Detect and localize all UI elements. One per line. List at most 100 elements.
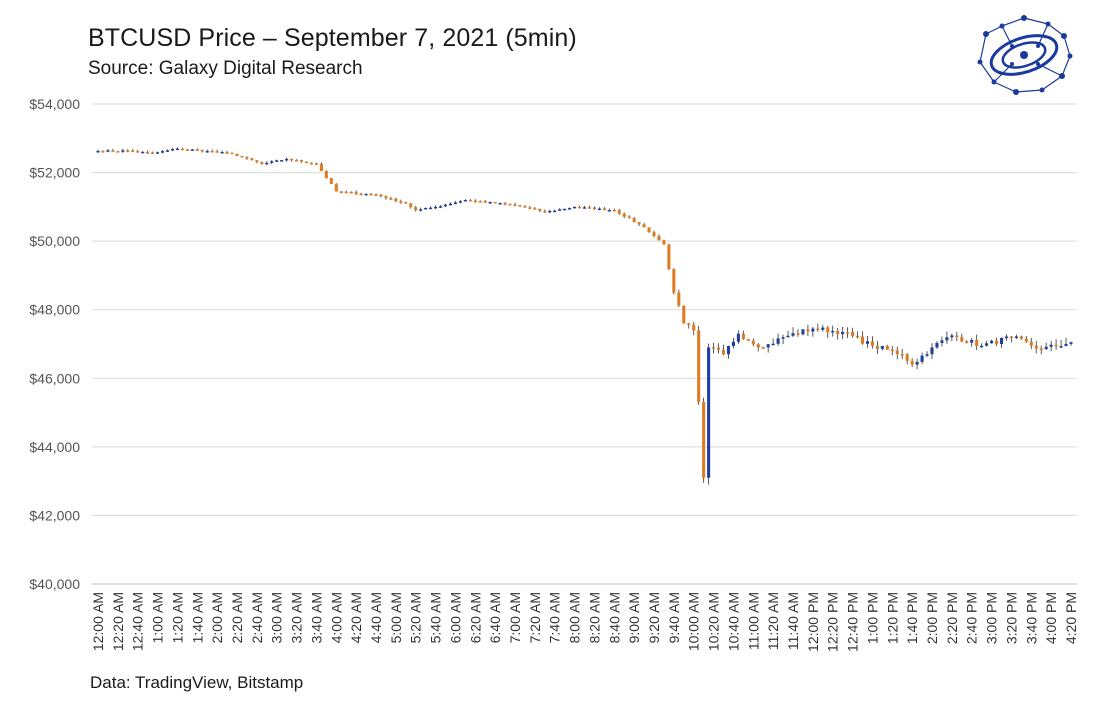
- candle-body: [751, 340, 755, 345]
- candle-body: [985, 343, 989, 346]
- candle-body: [875, 345, 879, 349]
- candle-body: [836, 330, 840, 335]
- candle-body: [925, 354, 929, 356]
- candle-body: [235, 153, 239, 157]
- candle-body: [438, 206, 443, 208]
- candle-body: [215, 151, 219, 153]
- candle-body: [885, 346, 889, 350]
- x-tick-label: 4:00 AM: [328, 592, 344, 643]
- y-tick-label: $42,000: [29, 507, 80, 523]
- x-tick-label: 2:40 AM: [249, 592, 265, 643]
- chart-title: BTCUSD Price – September 7, 2021 (5min): [88, 24, 577, 52]
- candle-body: [379, 194, 383, 197]
- x-tick-label: 11:40 AM: [785, 592, 801, 650]
- x-tick-label: 1:40 AM: [189, 592, 205, 643]
- candle-body: [667, 244, 671, 270]
- candle-body: [617, 210, 621, 214]
- candle-body: [458, 201, 462, 203]
- x-tick-label: 12:00 AM: [90, 592, 106, 651]
- x-tick-label: 7:00 AM: [507, 592, 523, 643]
- candle-body: [1069, 342, 1073, 344]
- candle-body: [429, 207, 433, 210]
- candle-body: [339, 191, 343, 193]
- candle-body: [647, 227, 651, 233]
- y-axis: $40,000 $42,000 $44,000 $46,000 $48,000 $50,0…: [29, 96, 80, 592]
- candle-body: [796, 333, 800, 335]
- candle-body: [607, 210, 611, 212]
- candle-body: [990, 340, 994, 344]
- candle-body: [612, 210, 616, 212]
- candle-body: [160, 151, 165, 153]
- candle-body: [96, 150, 100, 153]
- candle-body: [1019, 336, 1023, 339]
- candle-body: [299, 160, 304, 162]
- x-tick-label: 7:40 AM: [547, 592, 563, 643]
- x-tick-label: 6:40 AM: [487, 592, 503, 643]
- x-tick-label: 1:00 PM: [864, 592, 880, 644]
- x-tick-label: 1:20 PM: [884, 592, 900, 644]
- x-tick-label: 5:00 AM: [388, 592, 404, 643]
- y-tick-label: $44,000: [29, 439, 80, 455]
- candle-body: [156, 152, 160, 154]
- candle-body: [900, 354, 904, 356]
- candle-body: [523, 206, 527, 208]
- candle-body: [175, 148, 179, 151]
- x-tick-label: 2:40 PM: [964, 592, 980, 644]
- candle-body: [225, 151, 229, 154]
- candle-body: [746, 339, 750, 341]
- x-tick-label: 3:20 PM: [1003, 592, 1019, 644]
- candle-body: [553, 210, 557, 213]
- candle-body: [210, 150, 214, 153]
- candle-body: [478, 200, 482, 203]
- candle-body: [200, 149, 204, 152]
- candle-body: [548, 210, 552, 213]
- candle-body: [245, 157, 249, 159]
- candle-body: [359, 193, 363, 196]
- x-tick-label: 3:40 PM: [1023, 592, 1039, 644]
- x-tick-label: 4:00 PM: [1043, 592, 1059, 644]
- candle-body: [265, 162, 269, 165]
- x-tick-label: 4:20 PM: [1063, 592, 1079, 644]
- candle-body: [945, 337, 949, 341]
- candle-body: [334, 183, 338, 192]
- x-tick-label: 10:20 AM: [706, 592, 722, 651]
- x-tick-label: 2:20 PM: [944, 592, 960, 644]
- candle-body: [707, 347, 711, 478]
- x-tick-label: 9:00 AM: [626, 592, 642, 643]
- candle-body: [587, 207, 592, 209]
- candle-body: [240, 156, 244, 158]
- candle-body: [185, 149, 189, 151]
- candle-body: [980, 345, 984, 348]
- candle-body: [816, 328, 820, 331]
- x-tick-label: 4:40 AM: [368, 592, 384, 643]
- candle-body: [533, 208, 537, 210]
- candle-body: [126, 150, 130, 152]
- x-tick-label: 9:20 AM: [646, 592, 662, 643]
- candles: [96, 147, 1073, 485]
- candle-body: [280, 160, 284, 162]
- data-source-note: Data: TradingView, Bitstamp: [90, 673, 304, 692]
- candle-body: [111, 150, 115, 152]
- x-tick-label: 10:00 AM: [686, 592, 702, 651]
- candle-body: [463, 200, 467, 202]
- candle-body: [890, 349, 894, 352]
- candle-body: [349, 191, 353, 194]
- candle-body: [573, 206, 577, 209]
- candle-body: [473, 200, 477, 203]
- candle-body: [771, 343, 775, 346]
- x-tick-label: 2:20 AM: [229, 592, 245, 643]
- candle-body: [895, 350, 899, 355]
- candle-body: [1039, 348, 1043, 351]
- x-tick-label: 12:40 AM: [130, 592, 146, 651]
- candle-body: [761, 347, 765, 349]
- candle-body: [404, 202, 408, 204]
- x-tick-label: 11:20 AM: [765, 592, 781, 650]
- x-tick-label: 8:00 AM: [567, 592, 583, 643]
- x-tick-label: 8:40 AM: [606, 592, 622, 643]
- y-tick-label: $50,000: [29, 233, 80, 249]
- candle-body: [851, 332, 855, 336]
- candle-body: [538, 209, 542, 212]
- candle-body: [582, 207, 587, 209]
- candle-body: [453, 202, 457, 204]
- candle-body: [558, 209, 562, 211]
